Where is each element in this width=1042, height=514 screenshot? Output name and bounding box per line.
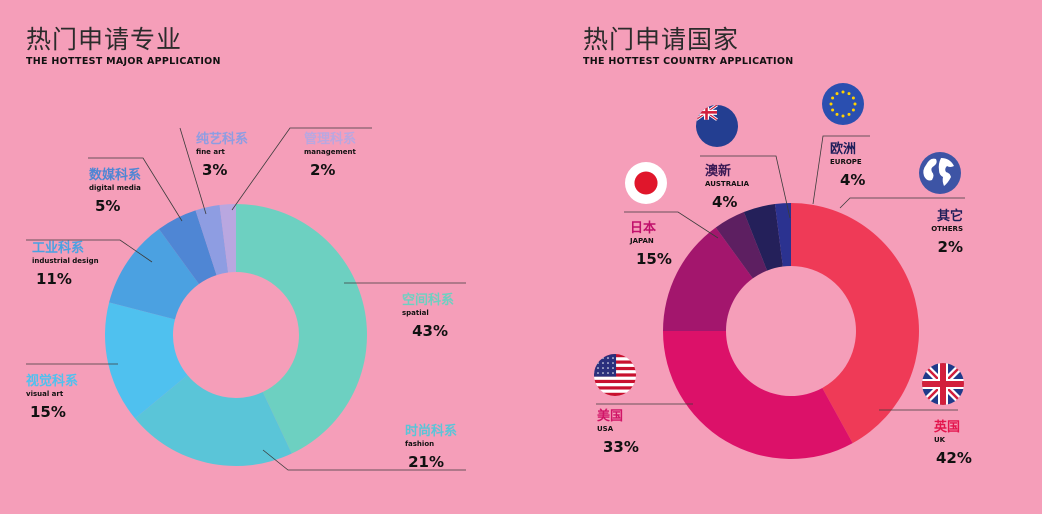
country-slice-japan bbox=[663, 227, 753, 331]
country-slice-others bbox=[774, 203, 791, 267]
major-category-label: 视觉科系 bbox=[26, 373, 78, 389]
globe-icon bbox=[919, 152, 961, 194]
country-category-label: 英国 bbox=[933, 419, 960, 435]
country-slice-uk bbox=[791, 203, 920, 444]
usa-flag-icon bbox=[594, 354, 636, 396]
country-category-en-label: JAPAN bbox=[629, 237, 654, 245]
major-leader-line-digital-media bbox=[88, 157, 183, 222]
major-value-label: 2% bbox=[310, 161, 335, 179]
major-value-label: 21% bbox=[408, 453, 444, 471]
country-slice-europe bbox=[743, 204, 783, 271]
country-category-en-label: EUROPE bbox=[830, 158, 862, 166]
major-category-label: 管理科系 bbox=[304, 131, 356, 147]
major-slice-digital-media bbox=[159, 210, 217, 285]
country-value-label: 33% bbox=[603, 438, 639, 456]
major-category-label: 时尚科系 bbox=[405, 423, 457, 439]
country-category-en-label: USA bbox=[597, 425, 614, 433]
major-slice-management bbox=[219, 204, 236, 273]
major-category-label: 数媒科系 bbox=[89, 167, 141, 183]
country-category-en-label: AUSTRALIA bbox=[705, 180, 750, 188]
major-leader-line-fashion bbox=[262, 449, 466, 471]
major-value-label: 11% bbox=[36, 270, 72, 288]
japan-flag-icon bbox=[625, 162, 667, 204]
major-category-en-label: spatial bbox=[402, 309, 429, 317]
major-category-en-label: industrial design bbox=[32, 257, 99, 265]
major-value-label: 3% bbox=[202, 161, 227, 179]
major-value-label: 5% bbox=[95, 197, 120, 215]
major-chart-subtitle: THE HOTTEST MAJOR APPLICATION bbox=[26, 56, 221, 67]
major-leader-line-fine-art bbox=[179, 127, 207, 215]
major-chart-title: 热门申请专业 bbox=[26, 25, 183, 54]
major-value-label: 15% bbox=[30, 403, 66, 421]
country-category-label: 日本 bbox=[630, 220, 656, 236]
country-chart-subtitle: THE HOTTEST COUNTRY APPLICATION bbox=[583, 56, 794, 67]
major-category-en-label: management bbox=[304, 148, 357, 156]
country-slice-usa bbox=[663, 331, 853, 460]
country-leader-line-australia bbox=[700, 155, 791, 219]
country-leader-line-others bbox=[839, 197, 965, 209]
major-value-label: 43% bbox=[412, 322, 448, 340]
country-chart-title: 热门申请国家 bbox=[583, 25, 740, 54]
country-category-label: 美国 bbox=[597, 408, 623, 424]
major-category-label: 空间科系 bbox=[402, 292, 454, 308]
country-category-label: 澳新 bbox=[705, 163, 731, 179]
country-value-label: 4% bbox=[840, 171, 865, 189]
country-category-en-label: OTHERS bbox=[931, 225, 963, 233]
major-category-label: 纯艺科系 bbox=[196, 131, 248, 147]
eu-flag-icon bbox=[822, 83, 864, 125]
major-slice-spatial bbox=[236, 204, 368, 454]
major-slice-fashion bbox=[135, 375, 292, 467]
country-slice-australia bbox=[715, 211, 768, 279]
major-slice-industrial-design bbox=[109, 229, 199, 320]
country-category-label: 其它 bbox=[937, 208, 963, 224]
major-slice-visual-art bbox=[105, 302, 188, 419]
country-category-label: 欧洲 bbox=[830, 141, 856, 157]
uk-flag-icon bbox=[922, 363, 964, 405]
country-category-en-label: UK bbox=[934, 436, 946, 444]
australia-flag-icon bbox=[696, 105, 738, 147]
major-leader-line-industrial-design bbox=[26, 239, 153, 263]
major-category-en-label: digital media bbox=[89, 184, 141, 192]
country-value-label: 4% bbox=[712, 193, 737, 211]
country-leader-line-europe bbox=[812, 135, 870, 205]
major-leader-line-management bbox=[231, 127, 372, 211]
country-value-label: 2% bbox=[938, 238, 963, 256]
major-category-label: 工业科系 bbox=[32, 240, 84, 256]
major-category-en-label: visual art bbox=[26, 390, 64, 398]
major-slice-fine-art bbox=[195, 205, 229, 276]
major-category-en-label: fine art bbox=[196, 148, 226, 156]
country-value-label: 15% bbox=[636, 250, 672, 268]
country-value-label: 42% bbox=[936, 449, 972, 467]
country-leader-line-japan bbox=[624, 211, 719, 239]
major-category-en-label: fashion bbox=[405, 440, 434, 448]
